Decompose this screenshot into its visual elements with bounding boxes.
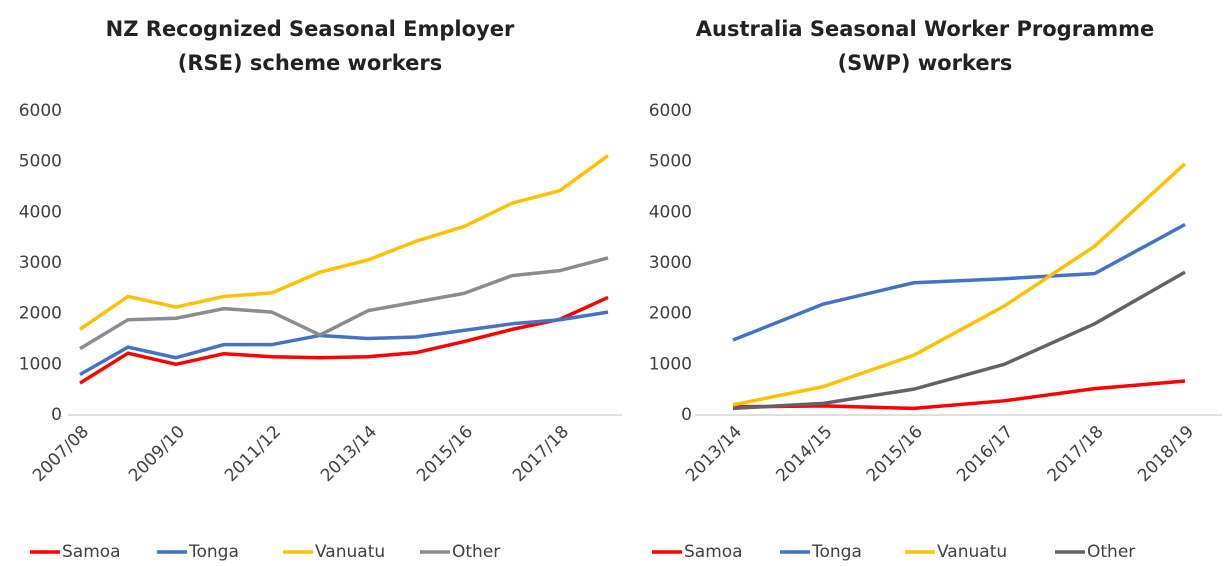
x-tick-label: 2018/19 <box>1134 422 1198 486</box>
x-tick-label: 2017/18 <box>509 422 573 486</box>
x-tick-label: 2011/12 <box>221 422 285 486</box>
y-tick-label: 5000 <box>649 152 692 172</box>
x-tick-label: 2009/10 <box>125 422 189 486</box>
chart-title: (RSE) scheme workers <box>178 51 442 75</box>
data-line <box>79 256 609 351</box>
data-line <box>732 162 1187 407</box>
x-tick-label: 2014/15 <box>772 422 836 486</box>
data-line <box>732 222 1186 342</box>
x-tick-label: 2013/14 <box>317 422 381 486</box>
x-tick-label: 2007/08 <box>29 422 93 486</box>
y-tick-label: 2000 <box>649 304 692 324</box>
y-tick-label: 2000 <box>19 304 62 324</box>
legend-label: Samoa <box>62 542 121 562</box>
chart-title: NZ Recognized Seasonal Employer <box>106 17 515 41</box>
y-tick-label: 1000 <box>19 354 62 374</box>
x-tick-label: 2015/16 <box>863 422 927 486</box>
data-line <box>79 310 609 376</box>
y-tick-label: 3000 <box>649 253 692 273</box>
y-tick-label: 4000 <box>649 202 692 222</box>
data-line <box>732 379 1186 411</box>
data-line <box>79 154 610 331</box>
x-tick-label: 2015/16 <box>413 422 477 486</box>
y-tick-label: 0 <box>681 405 692 425</box>
chart-title: Australia Seasonal Worker Programme <box>696 17 1155 41</box>
legend-label: Samoa <box>684 542 743 562</box>
legend-label: Other <box>452 542 500 562</box>
legend-label: Vanuatu <box>937 542 1007 562</box>
legend-label: Vanuatu <box>315 542 385 562</box>
x-tick-label: 2017/18 <box>1044 422 1108 486</box>
y-tick-label: 1000 <box>649 354 692 374</box>
y-tick-label: 6000 <box>19 101 62 121</box>
x-tick-label: 2016/17 <box>953 422 1017 486</box>
y-tick-label: 3000 <box>19 253 62 273</box>
data-line <box>79 295 609 385</box>
legend-label: Tonga <box>188 542 239 562</box>
y-tick-label: 0 <box>51 405 62 425</box>
chart-title: (SWP) workers <box>838 51 1013 75</box>
legend-label: Tonga <box>811 542 862 562</box>
y-tick-label: 5000 <box>19 152 62 172</box>
y-tick-label: 4000 <box>19 202 62 222</box>
x-tick-label: 2013/14 <box>682 422 746 486</box>
legend-label: Other <box>1087 542 1135 562</box>
data-line <box>732 270 1186 411</box>
y-tick-label: 6000 <box>649 101 692 121</box>
